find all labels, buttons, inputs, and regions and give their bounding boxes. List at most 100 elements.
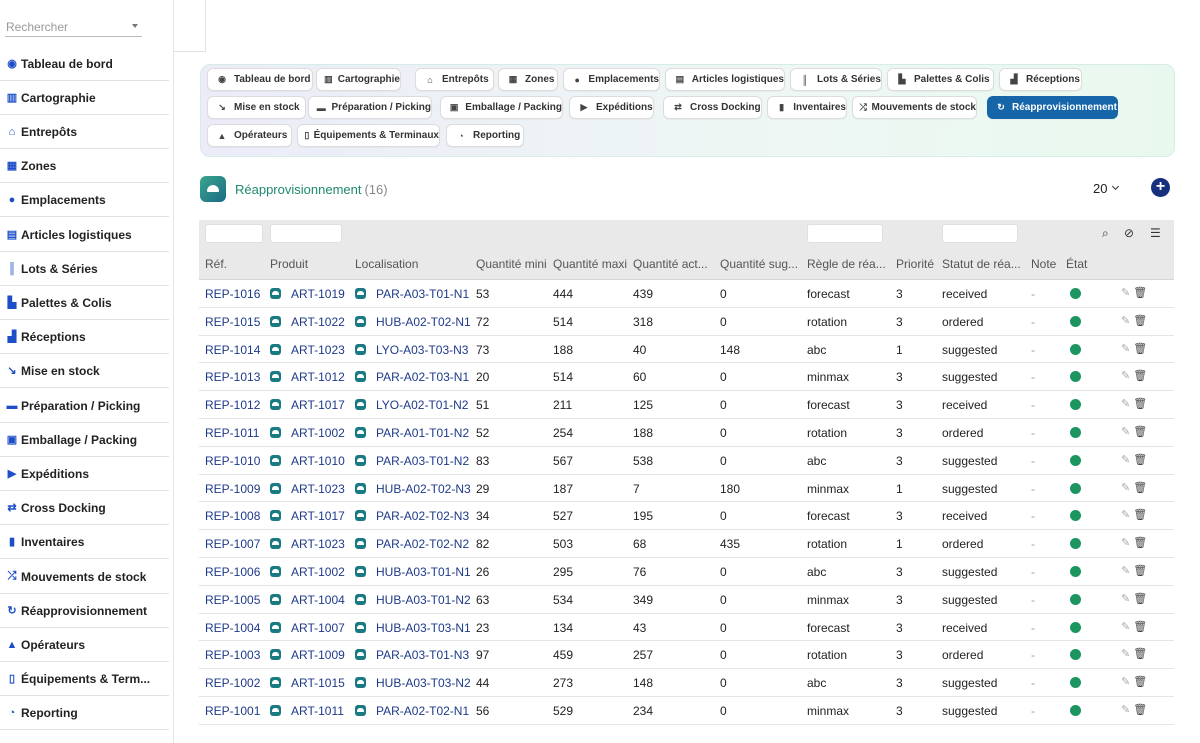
- cell[interactable]: ART-1017: [270, 398, 345, 412]
- tab-14[interactable]: ▮ Inventaires: [767, 96, 847, 119]
- cell-ref[interactable]: REP-1010: [205, 453, 261, 468]
- cell-product[interactable]: ART-1023: [291, 342, 345, 357]
- table-row[interactable]: REP-1003 ART-1009 PAR-A03-T01-N3 97 459 257 0 r…: [199, 641, 1174, 670]
- column-header[interactable]: Quantité maxi: [553, 257, 628, 271]
- cell-location[interactable]: PAR-A03-T01-N3: [376, 648, 470, 663]
- column-header[interactable]: Produit: [270, 257, 309, 271]
- cell-ref[interactable]: REP-1004: [205, 620, 261, 635]
- tab-1[interactable]: ▥ Cartographie: [316, 68, 401, 91]
- search-select[interactable]: Rechercher: [5, 17, 142, 37]
- column-header[interactable]: Priorité: [896, 257, 935, 271]
- sidebar-item-15[interactable]: ⤮ Mouvements de stock: [0, 560, 169, 594]
- tab-11[interactable]: ▣ Emballage / Packing: [440, 96, 563, 119]
- tab-9[interactable]: ↘ Mise en stock: [207, 96, 306, 119]
- cell-location[interactable]: HUB-A03-T01-N1: [376, 564, 471, 579]
- cell[interactable]: PAR-A02-T02-N2: [355, 537, 469, 551]
- cell-location[interactable]: HUB-A03-T01-N2: [376, 592, 471, 607]
- sidebar-item-14[interactable]: ▮ Inventaires: [0, 525, 169, 559]
- cell[interactable]: PAR-A03-T01-N1: [355, 287, 469, 301]
- cell-product[interactable]: ART-1002: [291, 564, 345, 579]
- cell[interactable]: ART-1023: [270, 537, 345, 551]
- cell[interactable]: ART-1002: [270, 565, 345, 579]
- cell[interactable]: HUB-A03-T03-N1: [355, 621, 471, 635]
- tab-0[interactable]: ◉ Tableau de bord: [207, 68, 313, 91]
- column-header[interactable]: Quantité sug...: [720, 257, 799, 271]
- cell[interactable]: ART-1011: [270, 704, 344, 718]
- sidebar-item-6[interactable]: ║ Lots & Séries: [0, 252, 169, 286]
- cell[interactable]: REP-1012: [205, 398, 260, 412]
- cell[interactable]: ART-1017: [270, 509, 345, 523]
- cell[interactable]: HUB-A03-T01-N1: [355, 565, 471, 579]
- cell[interactable]: HUB-A03-T03-N2: [355, 676, 471, 690]
- edit-icon[interactable]: ✎: [1121, 287, 1131, 299]
- sidebar-item-18[interactable]: ▯ Équipements & Term...: [0, 662, 169, 696]
- sidebar-item-10[interactable]: ▬ Préparation / Picking: [0, 389, 169, 423]
- table-row[interactable]: REP-1004 ART-1007 HUB-A03-T03-N1 23 134 43 0 fo…: [199, 614, 1174, 642]
- column-header[interactable]: Quantité mini: [476, 257, 547, 271]
- cell-product[interactable]: ART-1019: [291, 287, 345, 301]
- cell[interactable]: LYO-A02-T01-N2: [355, 398, 468, 412]
- cell-product[interactable]: ART-1017: [291, 398, 345, 413]
- column-header[interactable]: Statut de réa...: [942, 257, 1021, 271]
- trash-icon[interactable]: 🗑: [1133, 648, 1148, 661]
- cell[interactable]: REP-1002: [205, 676, 260, 690]
- cell[interactable]: ART-1009: [270, 648, 345, 662]
- cell[interactable]: ART-1002: [270, 426, 345, 440]
- trash-icon[interactable]: 🗑: [1133, 481, 1148, 494]
- sidebar-item-16[interactable]: ↻ Réapprovisionnement: [0, 594, 169, 628]
- cell-ref[interactable]: REP-1003: [205, 648, 261, 663]
- column-header[interactable]: Règle de réa...: [807, 257, 886, 271]
- sidebar-item-9[interactable]: ↘ Mise en stock: [0, 354, 169, 388]
- edit-icon[interactable]: ✎: [1121, 537, 1131, 550]
- cell-ref[interactable]: REP-1015: [205, 314, 261, 329]
- cell[interactable]: REP-1016: [205, 287, 260, 301]
- sidebar-item-5[interactable]: ▤ Articles logistiques: [0, 218, 169, 252]
- edit-icon[interactable]: ✎: [1121, 509, 1131, 522]
- tab-17[interactable]: ▲ Opérateurs: [207, 124, 292, 147]
- cell-ref[interactable]: REP-1002: [205, 676, 261, 691]
- cell-ref[interactable]: REP-1008: [205, 509, 261, 524]
- trash-icon[interactable]: 🗑: [1133, 509, 1148, 522]
- search-icon[interactable]: ⌕: [1102, 226, 1109, 240]
- table-row[interactable]: REP-1001 ART-1011 PAR-A02-T02-N1 56 529 234 0 m…: [199, 697, 1174, 725]
- table-row[interactable]: REP-1002 ART-1015 HUB-A03-T03-N2 44 273 148 0 a…: [199, 669, 1174, 697]
- sidebar-item-17[interactable]: ▲ Opérateurs: [0, 628, 169, 662]
- edit-icon[interactable]: ✎: [1121, 481, 1131, 494]
- edit-icon[interactable]: ✎: [1121, 592, 1131, 605]
- tab-3[interactable]: ▦ Zones: [498, 68, 558, 91]
- cell[interactable]: ART-1010: [270, 454, 345, 468]
- table-row[interactable]: REP-1006 ART-1002 HUB-A03-T01-N1 26 295 76 0 ab…: [199, 558, 1174, 586]
- clear-filter-icon[interactable]: ⊘: [1124, 226, 1135, 240]
- edit-icon[interactable]: ✎: [1121, 676, 1131, 689]
- cell-location[interactable]: LYO-A02-T01-N2: [376, 398, 469, 413]
- table-row[interactable]: REP-1010 ART-1010 PAR-A03-T01-N2 83 567 538 0 a…: [199, 447, 1174, 475]
- column-header[interactable]: Quantité act...: [633, 257, 708, 271]
- trash-icon[interactable]: 🗑: [1133, 537, 1148, 550]
- sidebar-item-13[interactable]: ⇄ Cross Docking: [0, 491, 169, 525]
- cell[interactable]: HUB-A02-T02-N1: [355, 315, 471, 329]
- column-filter-input[interactable]: [942, 224, 1018, 243]
- cell[interactable]: REP-1009: [205, 482, 260, 496]
- sidebar-item-2[interactable]: ⌂ Entrepôts: [0, 115, 169, 149]
- cell-ref[interactable]: REP-1014: [205, 342, 261, 357]
- cell[interactable]: LYO-A03-T03-N3: [355, 343, 468, 357]
- edit-icon[interactable]: ✎: [1121, 425, 1131, 438]
- edit-icon[interactable]: ✎: [1121, 620, 1131, 633]
- column-header[interactable]: Réf.: [205, 257, 228, 271]
- cell[interactable]: REP-1001: [205, 704, 260, 718]
- table-row[interactable]: REP-1012 ART-1017 LYO-A02-T01-N2 51 211 125 0 f…: [199, 391, 1174, 419]
- cell-product[interactable]: ART-1012: [291, 370, 345, 385]
- table-row[interactable]: REP-1009 ART-1023 HUB-A02-T02-N3 29 187 7 180 m…: [199, 475, 1174, 503]
- cell-product[interactable]: ART-1009: [291, 648, 345, 663]
- cell-product[interactable]: ART-1023: [291, 481, 345, 496]
- cell[interactable]: PAR-A02-T03-N1: [355, 370, 469, 384]
- cell-location[interactable]: PAR-A02-T03-N1: [376, 370, 470, 385]
- trash-icon[interactable]: 🗑: [1133, 398, 1148, 411]
- cell-ref[interactable]: REP-1012: [205, 398, 261, 413]
- cell[interactable]: REP-1005: [205, 593, 260, 607]
- cell[interactable]: REP-1014: [205, 343, 260, 357]
- cell[interactable]: ART-1015: [270, 676, 345, 690]
- cell-product[interactable]: ART-1011: [291, 703, 344, 718]
- cell-location[interactable]: HUB-A02-T02-N1: [376, 314, 471, 329]
- sidebar-item-19[interactable]: ◔ Reporting: [0, 696, 169, 730]
